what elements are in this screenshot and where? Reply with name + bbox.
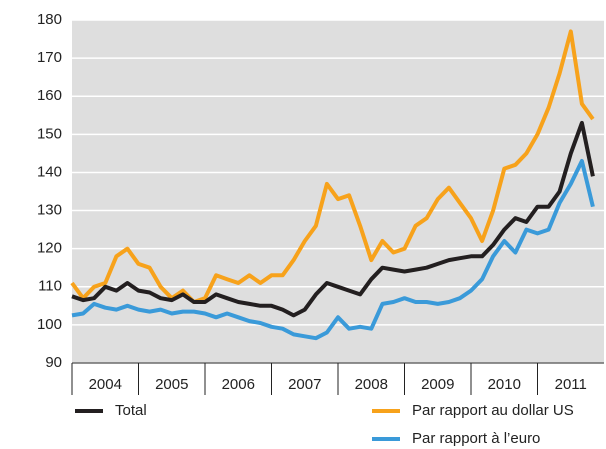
plot-area <box>72 20 604 363</box>
y-tick-label: 90 <box>45 354 62 371</box>
x-tick-label: 2005 <box>155 376 188 393</box>
y-tick-label: 130 <box>37 202 62 219</box>
y-tick-label: 110 <box>38 278 62 295</box>
x-tick-label: 2008 <box>355 376 388 393</box>
x-tick-label: 2011 <box>555 376 587 393</box>
y-tick-label: 120 <box>37 240 62 257</box>
series-line <box>71 120 595 318</box>
x-tick-label: 2010 <box>488 376 521 393</box>
y-tick-label: 160 <box>37 87 62 104</box>
legend-label: Total <box>115 402 147 419</box>
y-tick-label: 150 <box>37 125 62 142</box>
y-tick-label: 170 <box>37 49 62 66</box>
x-tick-label: 2006 <box>222 376 255 393</box>
series-line <box>71 159 595 341</box>
x-tick-label: 2007 <box>288 376 321 393</box>
x-tick-label: 2004 <box>89 376 122 393</box>
series-line <box>70 29 595 304</box>
y-tick-label: 100 <box>37 316 62 333</box>
x-tick-label: 2009 <box>421 376 454 393</box>
y-tick-label: 140 <box>37 163 62 180</box>
y-tick-label: 180 <box>37 11 62 28</box>
legend-label: Par rapport au dollar US <box>412 402 574 419</box>
legend-label: Par rapport à l’euro <box>412 430 540 447</box>
